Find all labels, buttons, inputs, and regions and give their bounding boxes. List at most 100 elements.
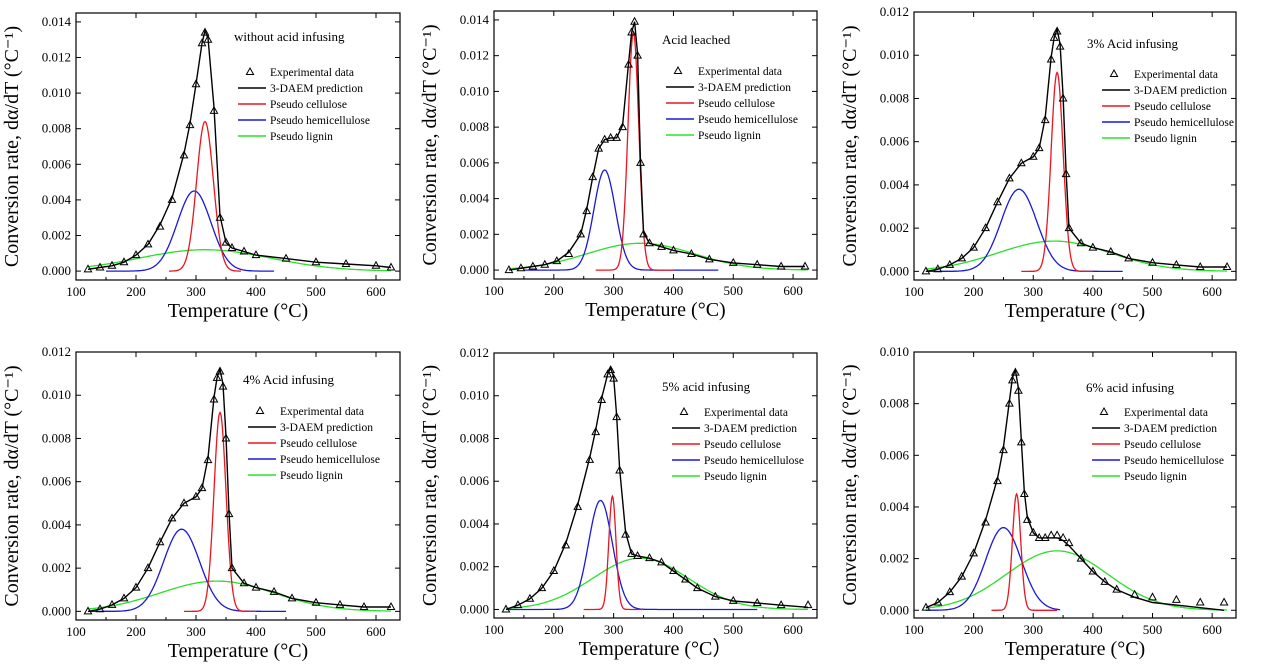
experimental-point — [594, 143, 604, 152]
experimental-point — [167, 513, 177, 522]
legend-label-lignin: Pseudo lignin — [270, 131, 333, 143]
y-tick-label: 0.010 — [42, 85, 71, 100]
plot-frame — [913, 11, 1237, 281]
legend-label-experimental: Experimental data — [1124, 407, 1208, 419]
y-tick-label: 0.000 — [880, 263, 909, 278]
plot-frame — [493, 352, 818, 619]
experimental-point — [1088, 566, 1098, 575]
experimental-point — [633, 50, 643, 59]
legend-label-hemicellulose: Pseudo hemicellulose — [270, 115, 370, 127]
experimental-point — [1052, 26, 1062, 35]
x-tick-label: 500 — [1143, 284, 1163, 299]
experimental-point — [728, 595, 738, 604]
panel-annotation: 6% acid infusing — [1086, 380, 1175, 395]
legend-label-hemicellulose: Pseudo hemicellulose — [698, 114, 798, 126]
experimental-point — [191, 79, 201, 88]
x-tick-label: 500 — [1143, 622, 1163, 637]
experimental-point — [107, 260, 117, 269]
y-tick-label: 0.004 — [42, 192, 72, 207]
experimental-point — [227, 563, 237, 572]
series-hemicellulose — [506, 499, 758, 611]
experimental-point — [1058, 93, 1068, 102]
experimental-point — [627, 27, 637, 36]
experimental-point — [1010, 367, 1020, 376]
y-tick-label: 0.012 — [880, 4, 909, 19]
experimental-point — [776, 261, 786, 270]
experimental-point — [179, 150, 189, 159]
y-tick-label: 0.006 — [880, 447, 910, 462]
experimental-point — [624, 59, 634, 68]
experimental-point — [1088, 242, 1098, 251]
experimental-point — [311, 257, 321, 266]
experimental-point — [540, 259, 550, 268]
experimental-point — [1049, 32, 1059, 41]
experimental-point — [191, 491, 201, 500]
experimental-point — [119, 257, 129, 266]
experimental-point — [221, 237, 231, 246]
experimental-point — [582, 206, 592, 215]
experimental-point — [597, 394, 607, 404]
experimental-point — [630, 16, 640, 25]
experimental-point — [618, 122, 628, 131]
experimental-point — [1171, 259, 1181, 268]
experimental-point — [1028, 527, 1038, 536]
experimental-point — [704, 254, 714, 263]
y-tick-label: 0.002 — [880, 551, 909, 566]
experimental-point — [969, 242, 979, 251]
experimental-point — [131, 250, 141, 259]
y-tick-label: 0.008 — [460, 119, 489, 134]
legend-label-experimental: Experimental data — [280, 406, 364, 418]
x-tick-label: 500 — [724, 622, 744, 637]
experimental-point — [1013, 385, 1023, 394]
y-tick-label: 0.008 — [880, 90, 909, 105]
y-tick-label: 0.006 — [42, 474, 72, 489]
experimental-point — [251, 250, 261, 259]
experimental-point — [728, 257, 738, 266]
legend-marker-experimental — [1109, 68, 1119, 77]
y-tick-label: 0.012 — [460, 345, 489, 360]
experimental-point — [200, 27, 210, 36]
experimental-point — [636, 157, 645, 166]
experimental-point — [143, 239, 153, 248]
panel-annotation: 4% Acid infusing — [243, 372, 334, 387]
legend-marker-experimental — [673, 65, 683, 74]
experimental-point — [341, 258, 351, 267]
y-tick-label: 0.008 — [42, 430, 71, 445]
experimental-point — [803, 600, 813, 609]
legend-label-lignin: Pseudo lignin — [1124, 471, 1187, 483]
y-tick-label: 0.002 — [460, 559, 489, 574]
experimental-point — [203, 34, 213, 43]
experimental-point — [203, 455, 213, 464]
plot-frame — [913, 351, 1237, 619]
experimental-point — [1040, 115, 1050, 124]
series-lignin — [925, 240, 1228, 272]
experimental-point — [1195, 597, 1205, 606]
x-axis-label: Temperature (°C) — [1005, 638, 1145, 660]
experimental-point — [1219, 597, 1229, 606]
y-axis-label: Conversion rate, dα/dT (°C⁻¹) — [419, 365, 441, 606]
experimental-point — [95, 262, 105, 271]
plot-frame — [75, 351, 401, 621]
y-tick-label: 0.000 — [460, 262, 489, 277]
x-tick-label: 500 — [306, 624, 326, 639]
legend-label-cellulose: Pseudo cellulose — [270, 99, 347, 111]
panel-annotation: Acid leached — [662, 32, 731, 47]
experimental-point — [564, 248, 574, 257]
x-tick-label: 200 — [126, 284, 146, 299]
experimental-point — [933, 264, 943, 273]
experimental-point — [155, 537, 165, 546]
experimental-point — [1148, 257, 1157, 266]
experimental-point — [561, 540, 571, 549]
experimental-point — [585, 454, 595, 463]
x-tick-label: 400 — [1083, 284, 1103, 299]
x-tick-label: 600 — [1202, 622, 1222, 637]
y-tick-label: 0.008 — [880, 396, 909, 411]
experimental-point — [680, 574, 690, 583]
series-prediction — [925, 26, 1228, 273]
x-tick-label: 300 — [186, 284, 206, 299]
